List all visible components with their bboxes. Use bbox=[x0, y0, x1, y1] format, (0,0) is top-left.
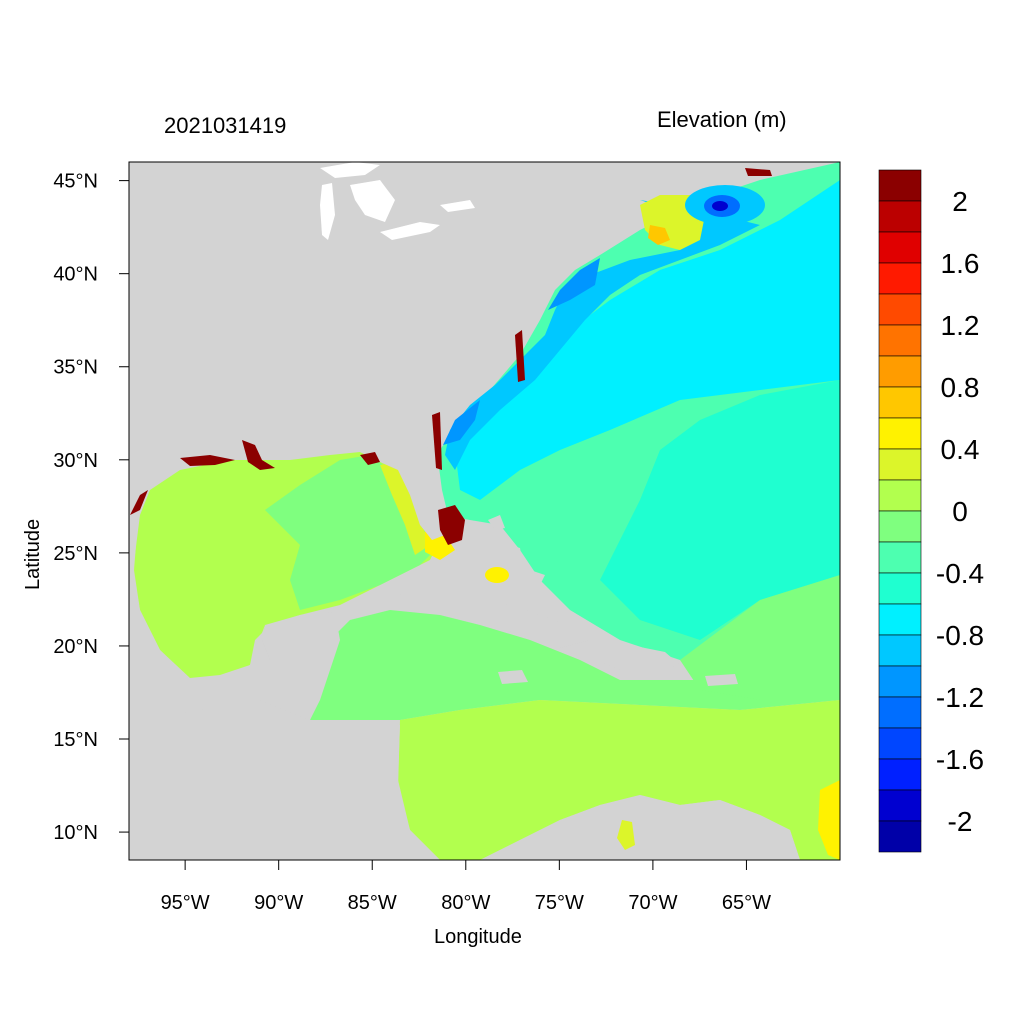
x-tick-label: 85°W bbox=[348, 892, 397, 914]
colorbar-label: 0 bbox=[952, 496, 968, 527]
y-axis: 45°N 40°N 35°N 30°N 25°N 20°N 15°N 10°N bbox=[53, 171, 129, 844]
x-axis: 95°W 90°W 85°W 80°W 75°W 70°W 65°W bbox=[161, 860, 771, 914]
florida-peninsula bbox=[360, 445, 448, 540]
map-field bbox=[129, 162, 840, 860]
nearshore-lower bbox=[443, 258, 600, 445]
hispaniola bbox=[595, 645, 680, 672]
x-tick-label: 70°W bbox=[628, 892, 677, 914]
puerto-rico bbox=[705, 674, 738, 686]
nova-scotia-lowest bbox=[712, 201, 728, 211]
central-america bbox=[129, 700, 440, 860]
lake-maracaibo bbox=[617, 820, 635, 850]
colorbar: 2 1.6 1.2 0.8 0.4 0 -0.4 -0.8 -1.2 -1.6 -2 bbox=[878, 169, 984, 853]
colorbar-segment bbox=[878, 510, 922, 543]
x-tick-label: 75°W bbox=[535, 892, 584, 914]
colorbar-segment bbox=[878, 386, 922, 419]
colorbar-segment bbox=[878, 727, 922, 760]
colorbar-segment bbox=[878, 324, 922, 357]
lake-ontario bbox=[440, 200, 475, 212]
lake-erie bbox=[380, 222, 440, 240]
colorbar-segment bbox=[878, 169, 922, 202]
surge-maritimes bbox=[745, 168, 772, 176]
x-tick-label: 80°W bbox=[441, 892, 490, 914]
lake-huron bbox=[350, 180, 395, 222]
caribbean-south bbox=[398, 700, 840, 860]
x-tick-label: 90°W bbox=[254, 892, 303, 914]
nearshore-low bbox=[445, 200, 760, 470]
colorbar-label: 2 bbox=[952, 186, 968, 217]
colorbar-segment bbox=[878, 262, 922, 295]
south-america bbox=[480, 795, 800, 860]
cuba bbox=[385, 590, 590, 648]
variable-title: Elevation (m) bbox=[657, 107, 787, 132]
timestamp-title: 2021031419 bbox=[164, 113, 287, 138]
bahamas bbox=[488, 515, 545, 585]
colorbar-segment bbox=[878, 293, 922, 326]
x-axis-label: Longitude bbox=[434, 926, 522, 948]
colorbar-label: 0.4 bbox=[941, 434, 980, 465]
x-tick-label: 65°W bbox=[722, 892, 771, 914]
lesser-antilles-high bbox=[818, 780, 840, 860]
colorbar-segment bbox=[878, 479, 922, 512]
colorbar-label: 0.8 bbox=[941, 372, 980, 403]
y-tick-label: 40°N bbox=[53, 264, 98, 286]
colorbar-segment bbox=[878, 572, 922, 605]
surge-georgia bbox=[432, 412, 442, 470]
surge-louisiana bbox=[242, 440, 275, 470]
yucatan bbox=[262, 612, 340, 720]
colorbar-label: 1.6 bbox=[941, 248, 980, 279]
coastal-band bbox=[600, 380, 840, 640]
surge-south-florida bbox=[438, 505, 465, 545]
colorbar-label: -1.2 bbox=[936, 682, 984, 713]
colorbar-label: -0.8 bbox=[936, 620, 984, 651]
lake-michigan bbox=[320, 183, 335, 240]
offshore-band bbox=[455, 180, 840, 500]
colorbar-label: -2 bbox=[948, 806, 973, 837]
surge-texas bbox=[130, 490, 148, 515]
bahamas-bank-high bbox=[485, 567, 509, 583]
colorbar-segment bbox=[878, 231, 922, 264]
plot-frame bbox=[128, 161, 841, 861]
colorbar-segment bbox=[878, 355, 922, 388]
x-tick-label: 95°W bbox=[161, 892, 210, 914]
jamaica bbox=[498, 670, 528, 684]
y-tick-label: 45°N bbox=[53, 171, 98, 193]
colorbar-segment bbox=[878, 417, 922, 450]
colorbar-label: -0.4 bbox=[936, 558, 984, 589]
y-tick-label: 15°N bbox=[53, 729, 98, 751]
surge-carolina bbox=[515, 330, 525, 382]
colorbar-label: -1.6 bbox=[936, 744, 984, 775]
mexico-west bbox=[129, 520, 290, 720]
colorbar-segment bbox=[878, 789, 922, 822]
colorbar-label: 1.2 bbox=[941, 310, 980, 341]
colorbar-segment bbox=[878, 200, 922, 233]
y-tick-label: 35°N bbox=[53, 357, 98, 379]
y-tick-label: 20°N bbox=[53, 636, 98, 658]
surge-big-bend bbox=[360, 452, 380, 465]
colorbar-segment bbox=[878, 634, 922, 667]
colorbar-segment bbox=[878, 448, 922, 481]
cape-cod-high bbox=[648, 225, 670, 245]
colorbar-segment bbox=[878, 603, 922, 636]
y-tick-label: 10°N bbox=[53, 822, 98, 844]
colorbar-segment bbox=[878, 820, 922, 853]
colorbar-segment bbox=[878, 541, 922, 574]
caribbean-north bbox=[310, 610, 840, 720]
atlantic-southeast bbox=[680, 575, 840, 700]
lake-superior bbox=[320, 162, 380, 178]
colorbar-segment bbox=[878, 758, 922, 791]
colorbar-segment bbox=[878, 665, 922, 698]
y-tick-label: 30°N bbox=[53, 450, 98, 472]
florida-west-high bbox=[380, 462, 430, 555]
y-tick-label: 25°N bbox=[53, 543, 98, 565]
surge-louisiana-west bbox=[180, 455, 235, 466]
colorbar-segment bbox=[878, 696, 922, 729]
